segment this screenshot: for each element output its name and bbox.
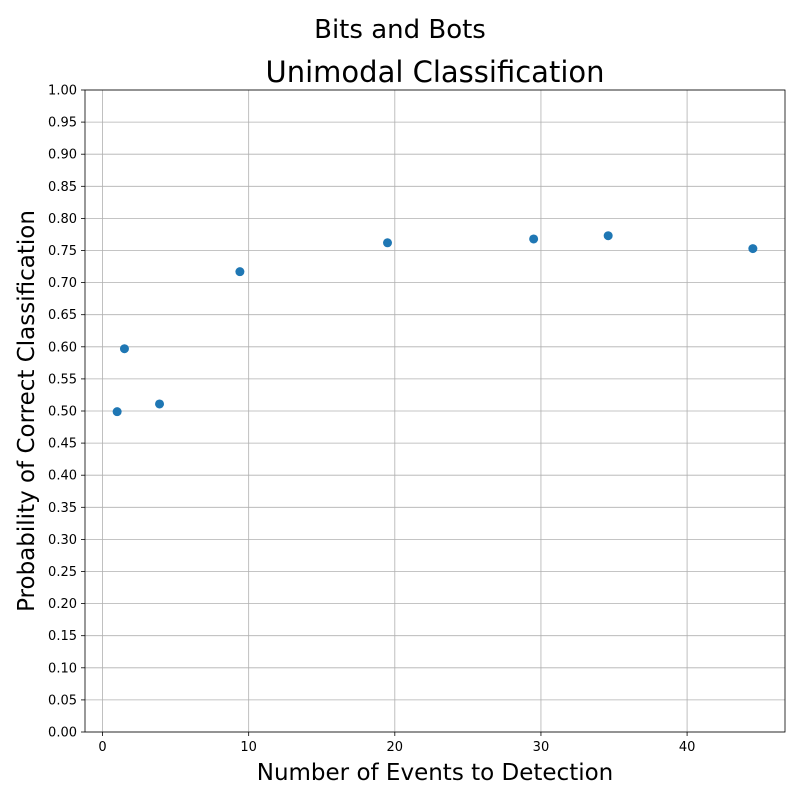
scatter-point [119,344,129,354]
x-tick-label: 30 [533,740,550,755]
y-tick-label: 0.90 [48,148,77,163]
x-tick-label: 20 [387,740,404,755]
scatter-point [155,399,165,409]
x-tick-label: 40 [679,740,696,755]
y-tick-label: 0.60 [48,340,77,355]
y-axis-label: Probability of Correct Classification [14,210,40,612]
y-tick-label: 0.95 [48,116,77,131]
y-tick-label: 0.75 [48,244,77,259]
grid [85,89,785,733]
y-tick-label: 0.00 [48,726,77,741]
scatter-point [383,238,393,248]
y-tick-label: 0.80 [48,212,77,227]
scatter-point [603,231,613,241]
plot-frame [84,89,786,733]
y-tick-label: 0.05 [48,693,77,708]
y-tick-label: 0.25 [48,565,77,580]
y-tick-label: 0.50 [48,405,77,420]
y-tick-label: 0.30 [48,533,77,548]
axis-ticks: 0 10 20 30 40 0.00 0.05 0.10 0.15 0.20 0.25 0.30 0.3… [48,84,695,756]
y-tick-label: 0.85 [48,180,77,195]
y-tick-label: 0.20 [48,597,77,612]
y-tick-label: 0.10 [48,661,77,676]
x-tick-label: 10 [240,740,257,755]
y-tick-label: 0.45 [48,437,77,452]
chart-title: Unimodal Classification [266,55,605,89]
y-tick-label: 0.35 [48,501,77,516]
x-axis-label: Number of Events to Detection [257,760,614,786]
scatter-point [748,244,758,254]
y-tick-label: 0.40 [48,469,77,484]
y-tick-label: 0.15 [48,629,77,644]
y-tick-label: 0.70 [48,276,77,291]
y-tick-label: 0.55 [48,372,77,387]
figure-suptitle: Bits and Bots [314,15,486,45]
y-tick-label: 1.00 [48,84,77,99]
scatter-point [112,407,122,417]
x-tick-label: 0 [98,740,106,755]
data-points [112,231,758,417]
scatter-point [529,234,539,244]
y-tick-label: 0.65 [48,308,77,323]
scatter-point [235,267,245,277]
